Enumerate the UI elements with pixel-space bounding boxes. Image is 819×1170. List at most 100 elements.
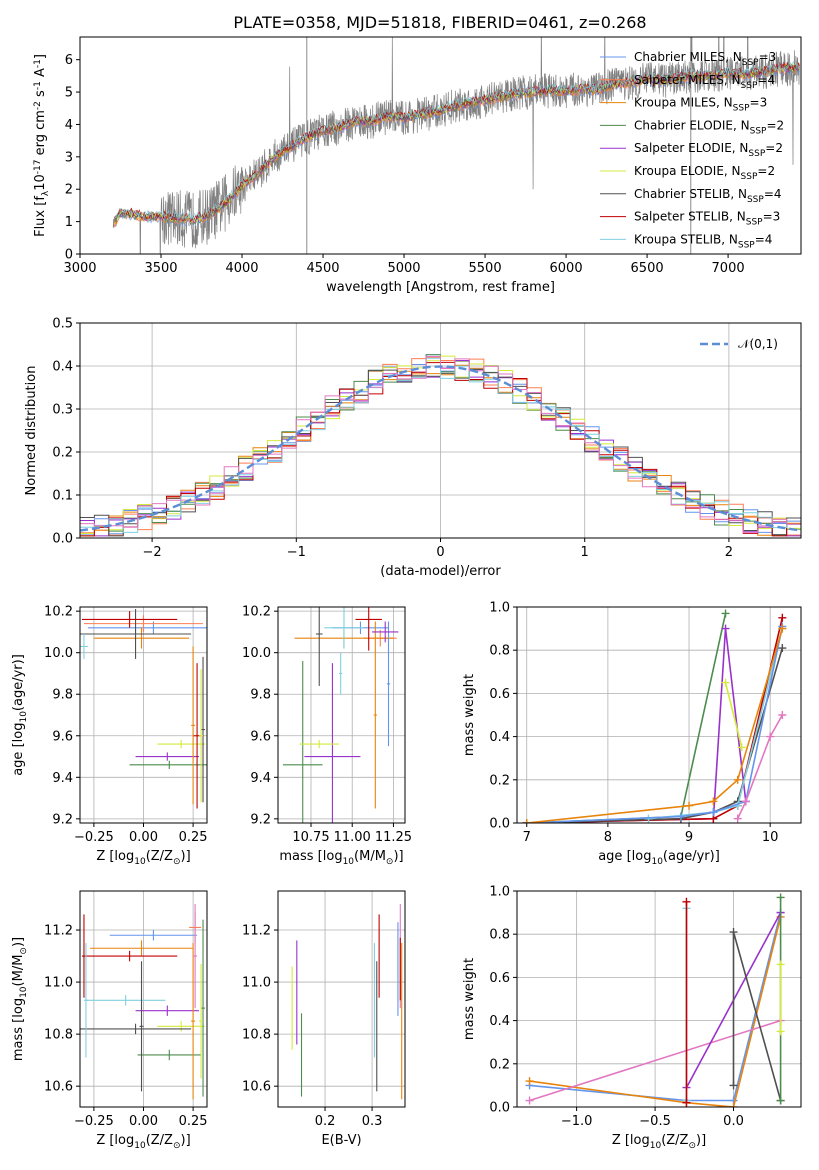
panel-weight_vs_Z: −1.0 −0.5 0.0 0.0 0.2 0.4 0.6 0.8 1.0 Z [log10(Z/… bbox=[462, 885, 802, 1151]
normal-distribution-curve bbox=[80, 365, 801, 532]
axes-frame bbox=[79, 606, 208, 824]
x-axis-label: Z [log10(Z/Z⊙)] bbox=[612, 1133, 706, 1151]
x-tick-label: 0.25 bbox=[179, 830, 208, 845]
y-tick-label: 1.0 bbox=[489, 885, 510, 900]
plot-area bbox=[525, 893, 785, 1107]
y-tick-label: 2 bbox=[65, 183, 73, 198]
y-tick-label: 9.8 bbox=[250, 688, 271, 703]
axes-frame bbox=[516, 606, 802, 824]
x-tick-label: 0.3 bbox=[362, 1114, 383, 1129]
plot-area bbox=[80, 609, 207, 809]
y-tick-label: 10.2 bbox=[242, 605, 271, 620]
y-axis-label: mass weight bbox=[462, 958, 477, 1040]
weight-marker-pink bbox=[733, 814, 742, 823]
weight-marker-kroupa_elodie bbox=[737, 743, 746, 752]
x-tick-label: 7000 bbox=[712, 261, 745, 276]
panel-mass_vs_ebv: 0.2 0.3 10.6 10.8 11.0 11.2 E(B-V) bbox=[242, 890, 406, 1148]
weight-marker-pink bbox=[778, 711, 787, 719]
plot-area bbox=[80, 354, 801, 537]
y-tick-label: 0.0 bbox=[52, 532, 73, 547]
y-tick-label: 1 bbox=[65, 215, 73, 230]
weight-marker-kroupa_elodie bbox=[776, 960, 785, 969]
y-tick-label: 6 bbox=[65, 53, 73, 68]
x-tick-label: 11.25 bbox=[375, 830, 412, 845]
weight-marker-salpeter_elodie bbox=[721, 624, 730, 633]
weight-marker-kroupa_elodie bbox=[721, 678, 730, 687]
weight-marker-salpeter_stelib bbox=[682, 897, 691, 906]
y-tick-label: 9.2 bbox=[52, 812, 73, 827]
panel-age_vs_Z: −0.25 0.00 0.25 9.2 9.4 9.6 9.8 10.0 10.2 Z [log1… bbox=[11, 605, 208, 867]
y-tick-label: 10.6 bbox=[44, 1080, 73, 1095]
y-tick-label: 10.8 bbox=[242, 1028, 271, 1043]
weight-marker-kroupa_elodie bbox=[776, 1027, 785, 1036]
plot-area bbox=[112, 37, 800, 254]
x-axis-label: wavelength [Angstrom, rest frame] bbox=[326, 280, 555, 295]
weight-marker-chabrier_miles bbox=[676, 812, 685, 821]
y-tick-label: 9.6 bbox=[250, 729, 271, 744]
weight-marker-salpeter_stelib bbox=[778, 613, 787, 622]
y-tick-label: 0.2 bbox=[489, 773, 510, 788]
plot-area bbox=[282, 607, 399, 823]
y-tick-label: 9.8 bbox=[52, 688, 73, 703]
y-tick-label: 10.0 bbox=[242, 646, 271, 661]
weight-marker-salpeter_stelib bbox=[682, 1098, 691, 1107]
x-tick-label: 0.25 bbox=[179, 1114, 208, 1129]
x-axis-label: Z [log10(Z/Z⊙)] bbox=[96, 1133, 190, 1151]
weight-marker-chabrier_stelib bbox=[729, 1081, 738, 1090]
y-tick-label: 0.0 bbox=[489, 817, 510, 832]
panel-age_vs_mass: 10.75 11.00 11.25 9.2 9.4 9.6 9.8 10.0 10.2 mass … bbox=[242, 605, 412, 867]
y-tick-label: 0.1 bbox=[52, 489, 73, 504]
x-tick-label: 1 bbox=[581, 545, 589, 560]
legend-entry-kroupa_elodie: Kroupa ELODIE, NSSP=2 bbox=[634, 164, 775, 182]
y-tick-label: 3 bbox=[65, 150, 73, 165]
weight-marker-chabrier_miles bbox=[709, 808, 718, 817]
weight-marker-kroupa_miles bbox=[525, 1077, 534, 1086]
axes-frame bbox=[277, 606, 406, 824]
axes-frame bbox=[79, 890, 208, 1108]
x-tick-label: 5000 bbox=[387, 261, 420, 276]
y-tick-label: 9.2 bbox=[250, 812, 271, 827]
y-axis-label: mass weight bbox=[462, 674, 477, 756]
x-tick-label: 2 bbox=[725, 545, 733, 560]
y-tick-label: 9.6 bbox=[52, 729, 73, 744]
x-tick-label: 6000 bbox=[550, 261, 583, 276]
weight-marker-kroupa_miles bbox=[709, 797, 718, 806]
legend-entry-salpeter_stelib: Salpeter STELIB, NSSP=3 bbox=[634, 210, 780, 228]
x-tick-label: 0.0 bbox=[723, 1114, 744, 1129]
figure-title: PLATE=0358, MJD=51818, FIBERID=0461, z=0… bbox=[233, 13, 646, 32]
weight-marker-kroupa_miles bbox=[685, 801, 694, 810]
legend-entry-normal: 𝒩(0,1) bbox=[738, 337, 778, 351]
y-tick-label: 5 bbox=[65, 86, 73, 101]
legend-entry-chabrier_miles: Chabrier MILES, NSSP=3 bbox=[634, 50, 776, 68]
x-axis-label: (data-model)/error bbox=[380, 564, 501, 579]
y-tick-label: 1.0 bbox=[489, 601, 510, 616]
legend-entry-chabrier_stelib: Chabrier STELIB, NSSP=4 bbox=[634, 187, 782, 205]
x-tick-label: −1.0 bbox=[561, 1114, 593, 1129]
y-tick-label: 0.4 bbox=[489, 1014, 510, 1029]
y-tick-label: 10.2 bbox=[44, 605, 73, 620]
x-tick-label: 4000 bbox=[225, 261, 258, 276]
weight-marker-chabrier_elodie bbox=[721, 609, 730, 618]
plot-area bbox=[80, 904, 206, 1100]
y-tick-label: 0.0 bbox=[489, 1101, 510, 1116]
y-axis-label: Normed distribution bbox=[24, 366, 39, 496]
weight-marker-chabrier_elodie bbox=[776, 893, 785, 902]
plot-area bbox=[291, 904, 403, 1100]
y-axis-label: mass [log10(M/M⊙)] bbox=[11, 937, 29, 1061]
model-spectrum-kroupa_stelib bbox=[113, 61, 800, 222]
weight-marker-kroupa_miles bbox=[778, 624, 787, 633]
x-axis-label: mass [log10(M/M⊙)] bbox=[279, 849, 403, 867]
x-tick-label: 0.00 bbox=[129, 830, 158, 845]
residual-histogram-pink bbox=[80, 356, 801, 534]
x-tick-label: −0.25 bbox=[74, 1114, 114, 1129]
x-tick-label: −2 bbox=[143, 545, 162, 560]
x-tick-label: 11.00 bbox=[334, 830, 371, 845]
weight-line-pink bbox=[529, 1019, 781, 1102]
y-axis-label: age [log10(age/yr)] bbox=[11, 654, 29, 776]
y-tick-label: 0.8 bbox=[489, 928, 510, 943]
x-tick-label: 0.2 bbox=[315, 1114, 336, 1129]
weight-marker-pink bbox=[766, 732, 775, 741]
y-tick-label: 9.4 bbox=[250, 771, 271, 786]
y-tick-label: 0.6 bbox=[489, 687, 510, 702]
